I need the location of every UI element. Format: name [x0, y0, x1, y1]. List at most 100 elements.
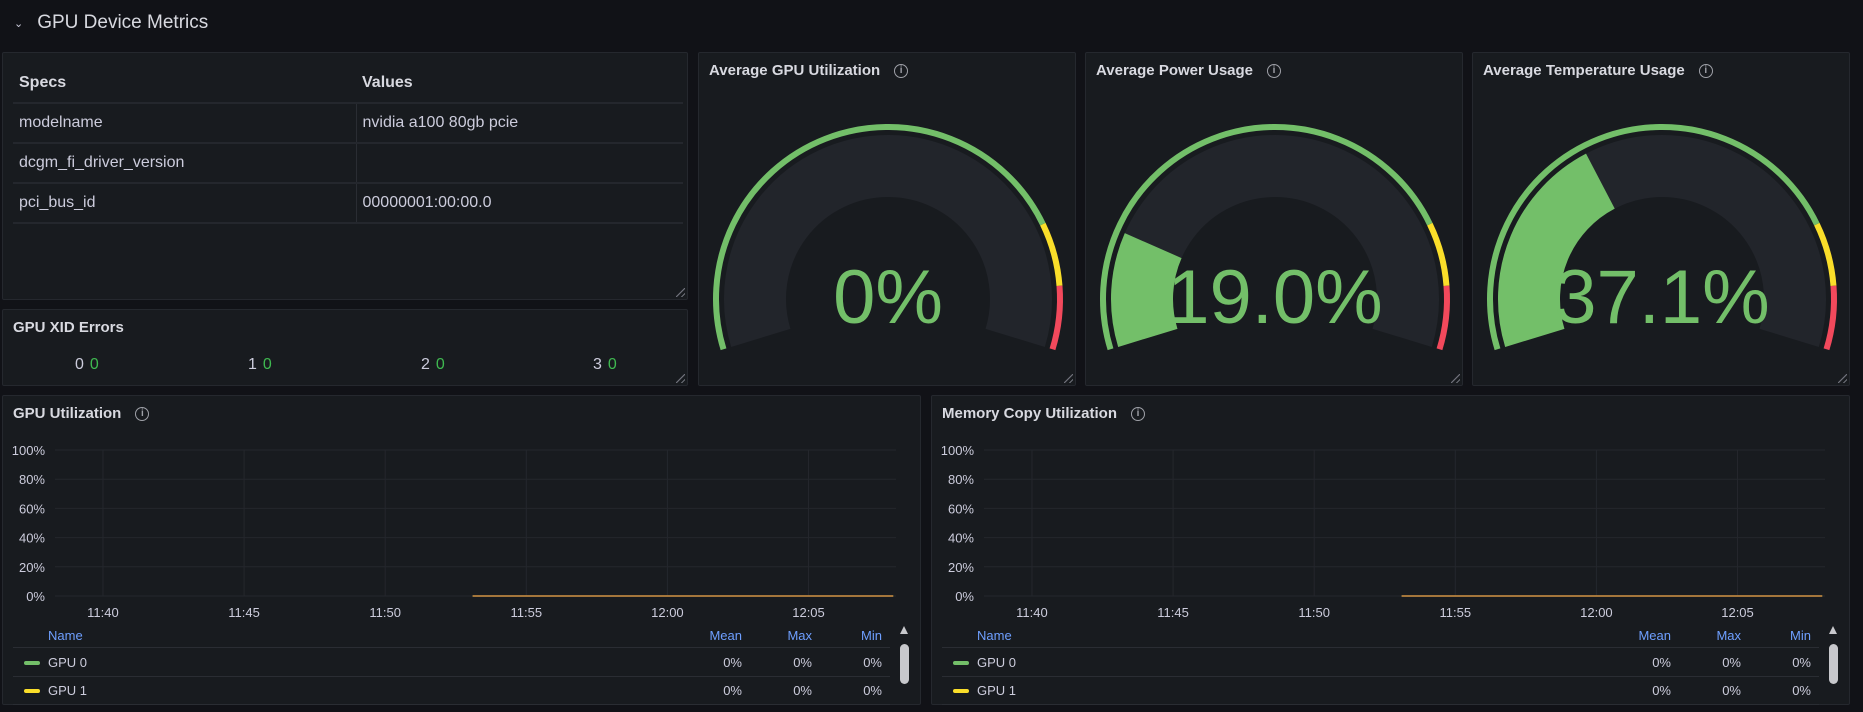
panel-title-text: GPU Utilization [13, 405, 122, 422]
series-min: 0% [1792, 655, 1811, 670]
legend-header-name[interactable]: Name [977, 628, 1012, 643]
legend-scrollbar[interactable] [1827, 622, 1839, 692]
legend-header: Name Mean Max Min [13, 622, 890, 648]
y-tick-label: 0% [955, 589, 974, 604]
timeseries-panel-memory-copy-utilization: Memory Copy Utilization i 0% 20% 40% 60% 80% 1… [931, 395, 1850, 705]
x-tick-label: 11:40 [87, 605, 119, 620]
legend-row[interactable]: GPU 0 0% 0% 0% [13, 649, 890, 677]
threshold-band [1049, 285, 1063, 351]
resize-handle[interactable] [1838, 374, 1847, 383]
series-name[interactable]: GPU 0 [48, 655, 88, 670]
series-max: 0% [1722, 655, 1741, 670]
y-tick-label: 80% [948, 472, 974, 487]
legend-header-name[interactable]: Name [48, 628, 83, 643]
series-mean: 0% [1652, 683, 1671, 698]
panel-title-text: Memory Copy Utilization [942, 405, 1118, 422]
series-mean: 0% [723, 655, 742, 670]
threshold-band [1100, 123, 1433, 351]
specs-panel: Specs Values modelname nvidia a100 80gb pc… [2, 52, 688, 300]
info-icon[interactable]: i [135, 406, 150, 421]
row-header[interactable]: ⌄ GPU Device Metrics [14, 12, 208, 34]
gauge-value-bar [1498, 153, 1616, 347]
threshold-band [1436, 285, 1450, 351]
resize-handle[interactable] [1064, 374, 1073, 383]
table-row: dcgm_fi_driver_version [13, 143, 683, 184]
series-name[interactable]: GPU 1 [977, 683, 1017, 698]
panel-title: GPU XID Errors [13, 319, 124, 336]
y-tick-label: 40% [948, 531, 974, 546]
xid-value: 0 [262, 356, 272, 373]
panel-title-text: Average Temperature Usage [1483, 62, 1685, 79]
y-tick-label: 60% [19, 501, 45, 516]
panel-title: Average GPU Utilization i [709, 62, 909, 79]
series-swatch [24, 689, 40, 693]
series-name[interactable]: GPU 1 [48, 683, 88, 698]
legend-header-min[interactable]: Min [861, 628, 882, 643]
gauge-panel-temperature: Average Temperature Usage i 37.1% [1472, 52, 1850, 386]
series-max: 0% [1722, 683, 1741, 698]
series-min: 0% [863, 655, 882, 670]
legend-header-max[interactable]: Max [1716, 628, 1741, 643]
series-max: 0% [793, 655, 812, 670]
series-name[interactable]: GPU 0 [977, 655, 1017, 670]
xid-label: 1 [248, 356, 257, 373]
resize-handle[interactable] [676, 288, 685, 297]
threshold-band [1487, 123, 1820, 351]
info-icon[interactable]: i [1131, 406, 1146, 421]
series-min: 0% [863, 683, 882, 698]
spec-value [356, 143, 683, 184]
xid-label: 2 [421, 356, 430, 373]
row-title: GPU Device Metrics [37, 12, 209, 33]
chevron-down-icon[interactable]: ⌄ [14, 17, 24, 30]
info-icon[interactable]: i [1698, 63, 1713, 78]
timeseries-panel-gpu-utilization: GPU Utilization i 0% 20% 40% 60% 80% 100% 11:40… [2, 395, 921, 705]
x-tick-label: 12:05 [1721, 605, 1754, 620]
resize-handle[interactable] [676, 374, 685, 383]
threshold-band [713, 123, 1046, 351]
x-tick-label: 11:45 [1157, 605, 1189, 620]
spec-value: 00000001:00:00.0 [356, 183, 683, 224]
legend: Name Mean Max Min GPU 0 0% 0% 0% GPU 1 0… [942, 622, 1839, 712]
table-row: pci_bus_id 00000001:00:00.0 [13, 183, 683, 224]
legend-header-mean[interactable]: Mean [709, 628, 742, 643]
info-icon[interactable]: i [1267, 63, 1282, 78]
x-tick-label: 11:40 [1016, 605, 1048, 620]
gauge: 37.1% [1487, 123, 1837, 351]
gauge-track [724, 135, 1052, 347]
column-header-values[interactable]: Values [356, 63, 683, 104]
xid-value: 0 [89, 356, 99, 373]
scrollbar-thumb[interactable] [900, 644, 909, 684]
legend-row[interactable]: GPU 1 0% 0% 0% [13, 677, 890, 705]
x-tick-label: 12:00 [651, 605, 684, 620]
resize-handle[interactable] [1451, 374, 1460, 383]
series-swatch [953, 689, 969, 693]
scroll-up-icon[interactable] [1829, 626, 1837, 634]
legend-scrollbar[interactable] [898, 622, 910, 692]
xid-value: 0 [607, 356, 617, 373]
legend-header-mean[interactable]: Mean [1638, 628, 1671, 643]
legend-row[interactable]: GPU 0 0% 0% 0% [942, 649, 1819, 677]
legend: Name Mean Max Min GPU 0 0% 0% 0% GPU 1 0… [13, 622, 910, 712]
info-icon[interactable]: i [894, 63, 909, 78]
spec-name: dcgm_fi_driver_version [13, 143, 357, 184]
panel-title-text: Average GPU Utilization [709, 62, 881, 79]
spec-name: modelname [13, 103, 357, 144]
scroll-up-icon[interactable] [900, 626, 908, 634]
series-swatch [24, 661, 40, 665]
column-header-specs[interactable]: Specs [13, 63, 356, 104]
gauge-value-text: 37.1% [1554, 255, 1770, 340]
legend-row[interactable]: GPU 1 0% 0% 0% [942, 677, 1819, 705]
series-mean: 0% [723, 683, 742, 698]
legend-header-max[interactable]: Max [787, 628, 812, 643]
gauge: 19.0% [1100, 123, 1450, 351]
y-tick-label: 100% [941, 443, 975, 458]
y-tick-label: 20% [948, 560, 974, 575]
spec-value: nvidia a100 80gb pcie [356, 103, 683, 144]
scrollbar-thumb[interactable] [1829, 644, 1838, 684]
legend-header-min[interactable]: Min [1790, 628, 1811, 643]
threshold-band [1823, 285, 1837, 351]
gauge-value-text: 0% [833, 255, 943, 340]
